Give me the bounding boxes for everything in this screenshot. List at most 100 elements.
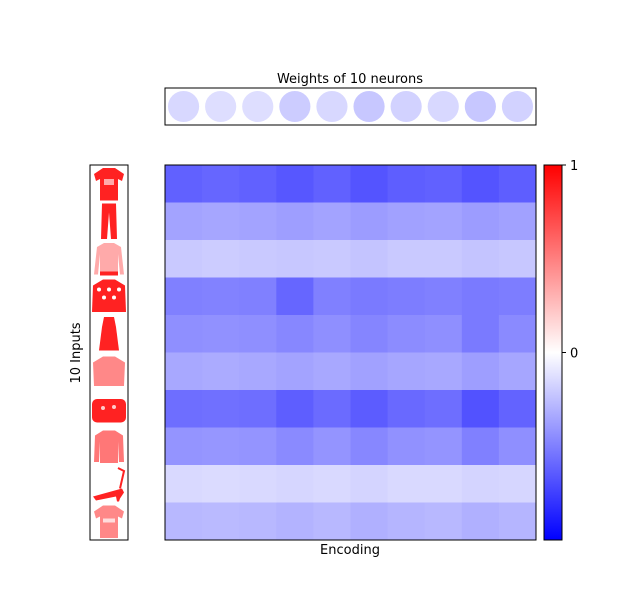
heatmap-cell bbox=[276, 352, 314, 391]
printed-tshirt-icon bbox=[94, 505, 124, 538]
heatmap-cell bbox=[498, 277, 537, 316]
heatmap-cell bbox=[313, 202, 351, 241]
heatmap-cell bbox=[313, 390, 351, 428]
heatmap-cell bbox=[350, 277, 388, 316]
heatmap-cell bbox=[498, 240, 537, 278]
heatmap-cell bbox=[202, 315, 240, 353]
heatmap-cell bbox=[498, 352, 537, 391]
heatmap-cell bbox=[387, 390, 426, 428]
heatmap-cell bbox=[387, 315, 426, 353]
input-images-frame bbox=[89, 164, 129, 541]
heatmap-cell bbox=[424, 277, 463, 316]
sandal-icon bbox=[93, 467, 126, 502]
heatmap-cell bbox=[387, 240, 426, 278]
heatmap-cell bbox=[239, 390, 277, 428]
heatmap-cell bbox=[165, 465, 203, 503]
heatmap-cell bbox=[165, 427, 203, 466]
heatmap-cell bbox=[424, 427, 463, 466]
colorbar-tick-label: 0 bbox=[570, 347, 578, 362]
weights-strip bbox=[165, 88, 537, 125]
heatmap-cell bbox=[498, 427, 537, 466]
heatmap-cell bbox=[313, 277, 351, 316]
heatmap-cell bbox=[276, 240, 314, 278]
bag-icon bbox=[92, 399, 126, 423]
heatmap-cell bbox=[461, 165, 500, 203]
heatmap-cell bbox=[239, 240, 277, 278]
heatmap-cell bbox=[202, 502, 240, 541]
heatmap-cell bbox=[498, 465, 537, 503]
colorbar-tick-label: 1 bbox=[570, 159, 578, 174]
heatmap-cell bbox=[387, 202, 426, 241]
heatmap-cell bbox=[165, 502, 203, 541]
heatmap-cell bbox=[276, 427, 314, 466]
heatmap-cell bbox=[313, 427, 351, 466]
heatmap-cell bbox=[461, 427, 500, 466]
heatmap-cell bbox=[424, 202, 463, 241]
heatmap-cell bbox=[276, 165, 314, 203]
heatmap-cell bbox=[202, 427, 240, 466]
heatmap-cell bbox=[165, 315, 203, 353]
weight-blob bbox=[353, 90, 385, 123]
heatmap-cell bbox=[461, 390, 500, 428]
heatmap-cell bbox=[424, 315, 463, 353]
patterned-sweater-icon bbox=[92, 279, 126, 312]
heatmap-cell bbox=[313, 502, 351, 541]
weight-blob bbox=[316, 90, 348, 123]
heatmap-cell bbox=[387, 352, 426, 391]
heatmap-cell bbox=[350, 502, 388, 541]
weight-blob bbox=[167, 90, 200, 123]
weight-blob bbox=[279, 90, 311, 123]
heatmap-cell bbox=[461, 277, 500, 316]
heatmap-cell bbox=[276, 390, 314, 428]
pullover-icon bbox=[94, 243, 124, 276]
heatmap-cell bbox=[239, 202, 277, 241]
heatmap-cell bbox=[313, 240, 351, 278]
heatmap-cell bbox=[165, 240, 203, 278]
heatmap-cell bbox=[202, 240, 240, 278]
heatmap-cell bbox=[498, 390, 537, 428]
heatmap-cell bbox=[461, 315, 500, 353]
heatmap bbox=[165, 165, 537, 541]
heatmap-cell bbox=[202, 165, 240, 203]
heatmap-cell bbox=[461, 240, 500, 278]
chart-title: Weights of 10 neurons bbox=[277, 72, 423, 87]
heatmap-cell bbox=[461, 352, 500, 391]
heatmap-cell bbox=[350, 315, 388, 353]
heatmap-cell bbox=[165, 277, 203, 316]
heatmap-cell bbox=[387, 427, 426, 466]
weight-blob bbox=[464, 90, 496, 123]
heatmap-cell bbox=[276, 202, 314, 241]
heatmap-cell bbox=[239, 427, 277, 466]
heatmap-cell bbox=[202, 277, 240, 316]
heatmap-frame bbox=[164, 164, 537, 541]
weight-blob bbox=[501, 90, 534, 123]
heatmap-cell bbox=[313, 165, 351, 203]
heatmap-cell bbox=[276, 465, 314, 503]
heatmap-cell bbox=[350, 390, 388, 428]
heatmap-cell bbox=[387, 465, 426, 503]
heatmap-cell bbox=[202, 202, 240, 241]
heatmap-cell bbox=[313, 315, 351, 353]
heatmap-cell bbox=[202, 352, 240, 391]
heatmap-cell bbox=[165, 202, 203, 241]
tshirt-icon bbox=[94, 168, 124, 201]
heatmap-cell bbox=[165, 390, 203, 428]
heatmap-cell bbox=[424, 502, 463, 541]
colorbar-ticks: 10 bbox=[562, 159, 578, 362]
heatmap-cell bbox=[461, 202, 500, 241]
blouse-icon bbox=[93, 356, 125, 386]
heatmap-cell bbox=[239, 502, 277, 541]
heatmap-cell bbox=[387, 165, 426, 203]
heatmap-cell bbox=[239, 352, 277, 391]
heatmap-cell bbox=[350, 202, 388, 241]
heatmap-cell bbox=[350, 165, 388, 203]
heatmap-cell bbox=[498, 502, 537, 541]
heatmap-cell bbox=[498, 202, 537, 241]
weight-blob bbox=[242, 90, 274, 123]
heatmap-cell bbox=[461, 465, 500, 503]
heatmap-cell bbox=[276, 277, 314, 316]
heatmap-cell bbox=[313, 465, 351, 503]
heatmap-cell bbox=[387, 502, 426, 541]
heatmap-cell bbox=[387, 277, 426, 316]
